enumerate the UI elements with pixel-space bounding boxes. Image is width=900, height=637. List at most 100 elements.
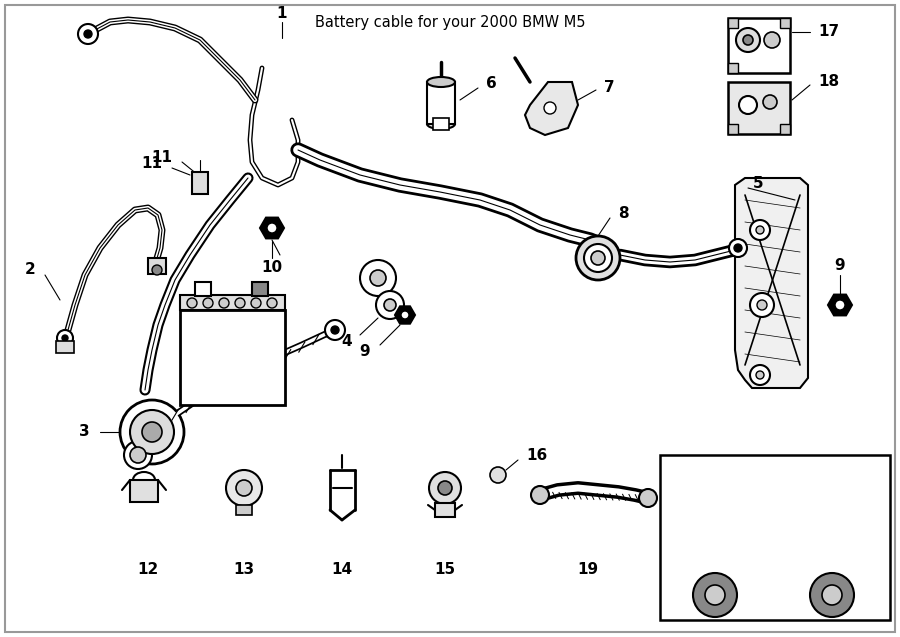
Bar bbox=[728, 18, 738, 28]
Circle shape bbox=[84, 30, 92, 38]
Circle shape bbox=[130, 410, 174, 454]
Circle shape bbox=[78, 24, 98, 44]
Circle shape bbox=[124, 441, 152, 469]
Text: 5: 5 bbox=[752, 176, 763, 192]
Circle shape bbox=[490, 467, 506, 483]
Circle shape bbox=[370, 270, 386, 286]
Text: 9: 9 bbox=[834, 257, 845, 273]
Circle shape bbox=[331, 326, 339, 334]
Circle shape bbox=[203, 298, 213, 308]
Circle shape bbox=[152, 265, 162, 275]
Circle shape bbox=[639, 489, 657, 507]
Bar bbox=[728, 124, 738, 134]
Circle shape bbox=[729, 239, 747, 257]
Bar bbox=[728, 63, 738, 73]
Circle shape bbox=[750, 220, 770, 240]
Text: 6: 6 bbox=[486, 76, 497, 92]
Text: 12: 12 bbox=[138, 562, 158, 578]
Circle shape bbox=[226, 470, 262, 506]
Bar bbox=[148, 258, 166, 274]
Circle shape bbox=[236, 480, 252, 496]
Bar bbox=[192, 172, 208, 194]
Circle shape bbox=[822, 585, 842, 605]
Text: 18: 18 bbox=[818, 75, 839, 90]
Bar bbox=[130, 480, 158, 502]
Bar bbox=[728, 82, 790, 134]
Bar bbox=[780, 124, 790, 134]
Text: 13: 13 bbox=[233, 562, 255, 578]
Text: 14: 14 bbox=[331, 562, 353, 578]
Circle shape bbox=[531, 486, 549, 504]
Circle shape bbox=[130, 447, 146, 463]
Text: 4: 4 bbox=[341, 334, 352, 350]
Circle shape bbox=[736, 28, 760, 52]
Circle shape bbox=[591, 251, 605, 265]
Circle shape bbox=[429, 472, 461, 504]
Circle shape bbox=[810, 573, 854, 617]
Circle shape bbox=[384, 299, 396, 311]
Circle shape bbox=[142, 422, 162, 442]
Circle shape bbox=[734, 244, 742, 252]
Circle shape bbox=[57, 330, 73, 346]
Circle shape bbox=[739, 96, 757, 114]
Text: 2: 2 bbox=[24, 262, 35, 278]
Circle shape bbox=[187, 298, 197, 308]
Bar bbox=[56, 341, 74, 353]
Text: 10: 10 bbox=[261, 261, 283, 275]
Circle shape bbox=[544, 102, 556, 114]
Circle shape bbox=[763, 95, 777, 109]
Circle shape bbox=[401, 311, 409, 319]
Circle shape bbox=[705, 585, 725, 605]
Circle shape bbox=[576, 236, 620, 280]
Circle shape bbox=[325, 320, 345, 340]
Circle shape bbox=[251, 298, 261, 308]
Text: 16: 16 bbox=[526, 448, 547, 464]
Circle shape bbox=[743, 35, 753, 45]
Text: 1: 1 bbox=[277, 6, 287, 22]
Circle shape bbox=[693, 573, 737, 617]
Text: Battery cable for your 2000 BMW M5: Battery cable for your 2000 BMW M5 bbox=[315, 15, 585, 29]
Circle shape bbox=[219, 298, 229, 308]
Circle shape bbox=[62, 335, 68, 341]
Text: 7: 7 bbox=[604, 80, 615, 94]
Circle shape bbox=[750, 293, 774, 317]
Bar bbox=[598, 244, 610, 272]
Text: 11: 11 bbox=[141, 155, 162, 171]
Bar bbox=[660, 455, 890, 620]
Text: 8: 8 bbox=[618, 206, 628, 220]
Bar bbox=[427, 82, 455, 124]
Circle shape bbox=[360, 260, 396, 296]
Polygon shape bbox=[735, 178, 808, 388]
Circle shape bbox=[120, 400, 184, 464]
Bar bbox=[252, 282, 268, 296]
Bar bbox=[433, 118, 449, 130]
Circle shape bbox=[750, 365, 770, 385]
Circle shape bbox=[584, 244, 612, 272]
Bar bbox=[180, 295, 285, 310]
Bar bbox=[180, 310, 285, 405]
Circle shape bbox=[267, 298, 277, 308]
Text: 9: 9 bbox=[359, 345, 370, 359]
Text: 17: 17 bbox=[818, 24, 839, 39]
Circle shape bbox=[764, 32, 780, 48]
Text: 11: 11 bbox=[151, 150, 172, 164]
Circle shape bbox=[835, 300, 845, 310]
Circle shape bbox=[756, 371, 764, 379]
Text: 19: 19 bbox=[578, 562, 599, 578]
Bar bbox=[728, 18, 790, 73]
Polygon shape bbox=[525, 82, 578, 135]
Circle shape bbox=[438, 481, 452, 495]
Bar bbox=[236, 505, 252, 515]
Ellipse shape bbox=[427, 119, 455, 129]
Circle shape bbox=[376, 291, 404, 319]
Circle shape bbox=[757, 300, 767, 310]
Text: 15: 15 bbox=[435, 562, 455, 578]
Circle shape bbox=[235, 298, 245, 308]
Text: 3: 3 bbox=[79, 424, 90, 440]
Circle shape bbox=[756, 226, 764, 234]
Bar bbox=[435, 503, 455, 517]
Bar bbox=[195, 282, 211, 296]
Bar bbox=[780, 18, 790, 28]
Ellipse shape bbox=[427, 77, 455, 87]
Text: 00081232: 00081232 bbox=[747, 613, 803, 623]
